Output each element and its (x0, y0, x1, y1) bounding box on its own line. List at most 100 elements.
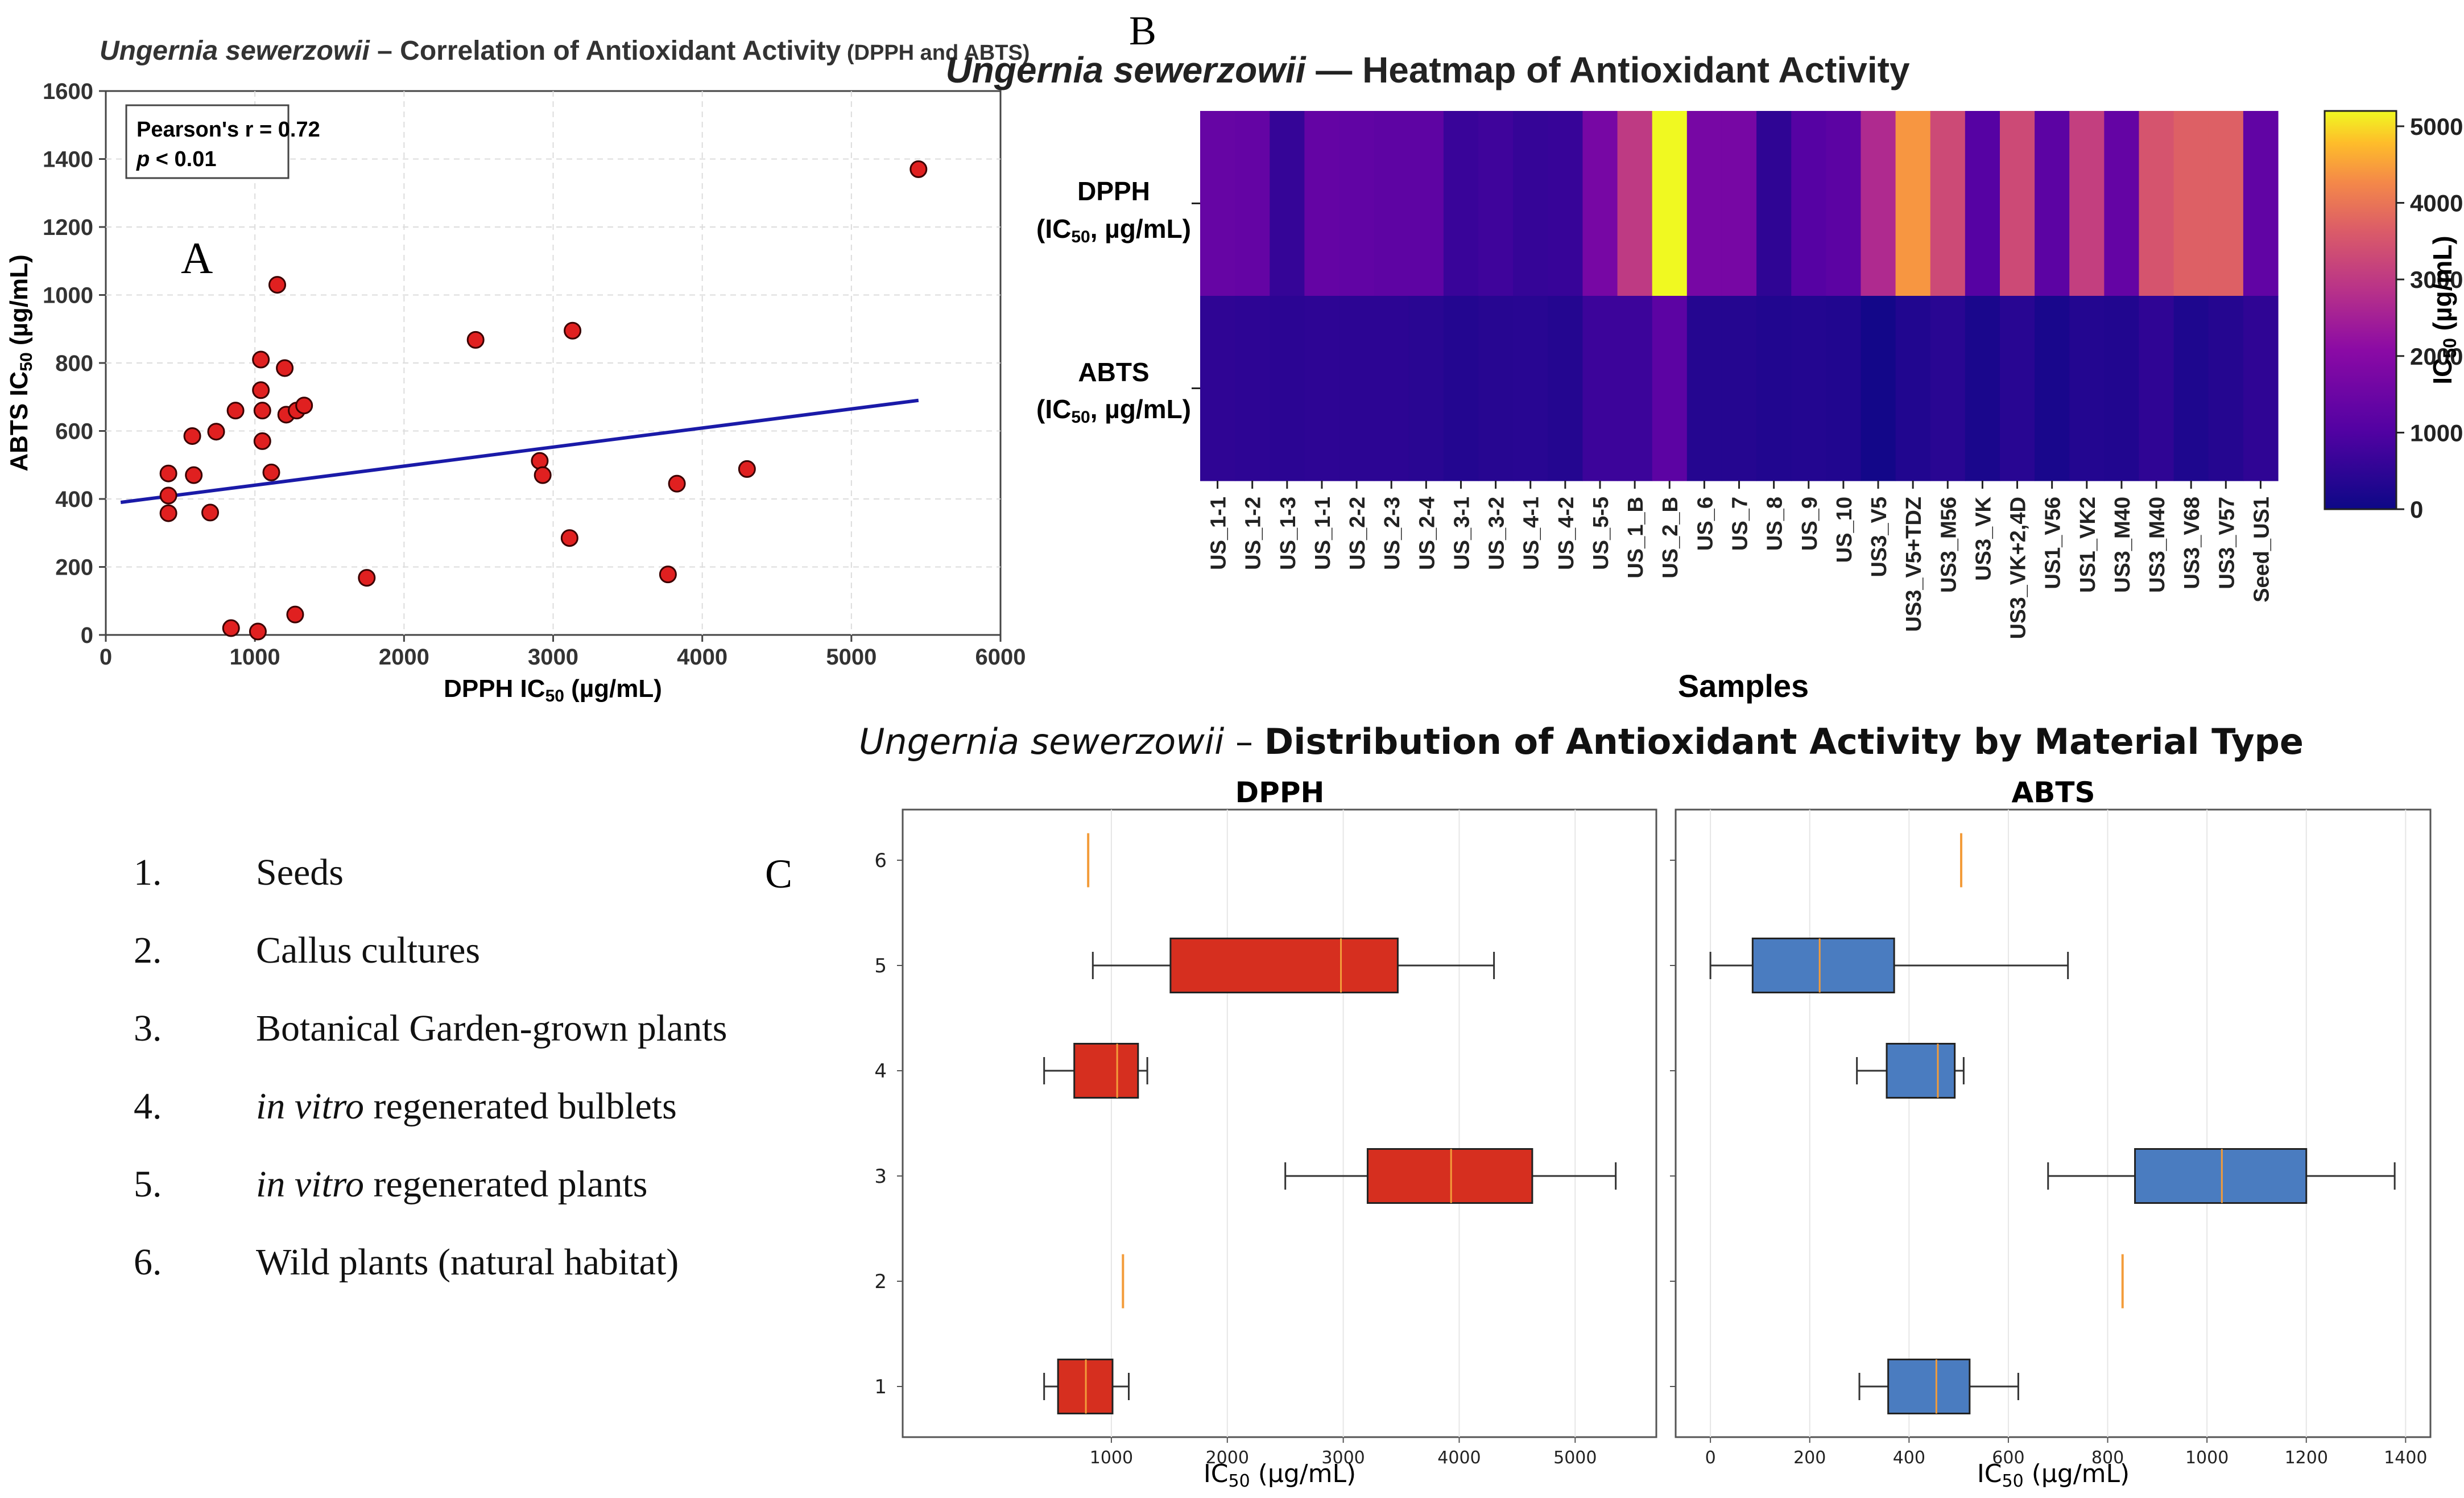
heatmap-cell (2069, 111, 2105, 296)
heatmap-cell (1374, 111, 1409, 296)
x-axis-label-abts: IC50 (µg/mL) (1977, 1459, 2130, 1491)
heatmap-cell (1270, 296, 1305, 481)
plot-area-abts (1675, 808, 2432, 1438)
heatmap-cell (1270, 111, 1305, 296)
legend-number: 5. (134, 1163, 162, 1205)
legend-label: Seeds (256, 851, 344, 893)
sample-label: US3_V5+TDZ (1902, 497, 1926, 632)
heatmap-cell (1548, 111, 1584, 296)
sample-label: US_7 (1729, 497, 1752, 551)
scatter-point (222, 619, 240, 637)
x-tick-label: 1400 (2384, 1448, 2427, 1468)
heatmap-cell (1617, 296, 1653, 481)
heatmap-row-labels: DPPH (IC50, µg/mL) ABTS (IC50, µg/mL) (1036, 176, 1191, 427)
heatmap-cell (1408, 111, 1444, 296)
heatmap-cell (1339, 296, 1375, 481)
panel-c: Ungernia sewerzowii – Distribution of An… (765, 721, 2432, 1491)
colorbar-tick-label: 3000 (2410, 266, 2463, 293)
scatter-point (226, 402, 245, 420)
sample-label: US_3-1 (1450, 497, 1474, 570)
y-tick-label: 200 (55, 555, 93, 580)
x-axis-label-a: DPPH IC50 (µg/mL) (444, 675, 662, 705)
x-tick-label: 600 (1992, 1448, 2024, 1468)
legend-number: 4. (134, 1085, 162, 1127)
heatmap-cell (1374, 296, 1409, 481)
sample-label: US_1-1 (1311, 497, 1335, 570)
heatmap-cell (1686, 111, 1722, 296)
heatmap-cell (1200, 296, 1235, 481)
sample-label: US3_M40 (2145, 497, 2169, 593)
heatmap-cell (2035, 111, 2070, 296)
x-axis-ticks-a: 0 1000 2000 3000 4000 5000 6000 (100, 635, 1026, 670)
legend-item: 6. Wild plants (natural habitat) (134, 1223, 727, 1301)
panel-a: Ungernia sewerzowii – Correlation of Ant… (5, 36, 1030, 705)
sample-label: Seed_US1 (2250, 497, 2273, 602)
x-tick-label: 200 (1793, 1448, 1826, 1468)
heatmap-cell (1443, 111, 1479, 296)
colorbar-tick-label: 4000 (2410, 190, 2463, 217)
y-tick-label: 1400 (43, 147, 93, 172)
sample-label: US3_V68 (2180, 497, 2204, 589)
y-tick-label: 4 (874, 1060, 887, 1083)
legend-number: 6. (134, 1241, 162, 1283)
sample-label: US_3-2 (1485, 497, 1509, 570)
legend-label: Wild plants (natural habitat) (256, 1241, 679, 1283)
heatmap-cell (1478, 111, 1514, 296)
box (1073, 1043, 1139, 1099)
heatmap-cell (1686, 296, 1722, 481)
x-axis-label-dpph: IC50 (µg/mL) (1204, 1459, 1356, 1491)
colorbar-tick-label: 0 (2410, 496, 2423, 523)
scatter-point (738, 460, 756, 478)
legend-item: 5. in vitro regenerated plants (134, 1145, 727, 1223)
heatmap-cell (1304, 296, 1340, 481)
legend-number: 2. (134, 929, 162, 971)
y-tick-label: 2 (874, 1270, 887, 1293)
heatmap-cell (2208, 296, 2244, 481)
sample-label: US_2_B (1659, 497, 1682, 579)
box (1169, 938, 1399, 993)
scatter-point (249, 622, 267, 641)
heatmap-cell (2069, 296, 2105, 481)
y-tick-label: 1600 (43, 79, 93, 104)
plot-area-dpph (902, 808, 1657, 1438)
legend-label: Callus cultures (256, 929, 481, 971)
sample-label: US3_M40 (2111, 497, 2135, 593)
panel-label-c: C (765, 851, 792, 897)
x-tick-label: 2000 (1206, 1448, 1249, 1468)
heatmap-cell (1548, 296, 1584, 481)
row-label-dpph: DPPH (1077, 176, 1150, 206)
scatter-point (159, 486, 177, 505)
sample-tick-labels: US_1-1 US_1-2 US_1-3 US_1-1 US_2-2 US_2-3 US_2… (1192, 203, 2273, 639)
x-tick-label: 4000 (677, 645, 727, 670)
y-tick-label: 600 (55, 419, 93, 444)
trend-line (120, 398, 919, 504)
heatmap-cells (1200, 111, 2279, 481)
row-label-abts: ABTS (1078, 357, 1149, 387)
box (2134, 1148, 2308, 1204)
x-tick-label: 800 (2091, 1448, 2124, 1468)
colorbar-label: IC50 (µg/mL) (2428, 236, 2460, 384)
scatter-point (531, 452, 549, 470)
heatmap-cell (1408, 296, 1444, 481)
sample-label: US_9 (1798, 497, 1822, 551)
x-tick-label: 6000 (975, 645, 1026, 670)
subplot-title-dpph: DPPH (1235, 776, 1325, 809)
legend-label: Botanical Garden-grown plants (256, 1007, 727, 1049)
legend-number: 1. (134, 851, 162, 893)
sample-label: US3_V57 (2215, 497, 2239, 589)
heatmap-cell (2104, 296, 2140, 481)
sample-label: US1_V56 (2041, 497, 2065, 589)
legend-item: 3. Botanical Garden-grown plants (134, 989, 727, 1067)
x-tick-label: 1000 (1090, 1448, 1133, 1468)
heatmap-cell (2035, 296, 2070, 481)
heatmap-cell (1861, 111, 1896, 296)
legend-item: 2. Callus cultures (134, 911, 727, 989)
scatter-point (909, 160, 928, 178)
heatmap-cell (2139, 296, 2174, 481)
subplot-title-abts: ABTS (2012, 776, 2095, 809)
legend-item: 4. in vitro regenerated bulblets (134, 1067, 727, 1145)
heatmap-cell (1721, 296, 1757, 481)
y-axis-label-a: ABTS IC50 (µg/mL) (5, 254, 36, 471)
scatter-point (358, 569, 376, 587)
colorbar-tick-label: 2000 (2410, 343, 2463, 370)
